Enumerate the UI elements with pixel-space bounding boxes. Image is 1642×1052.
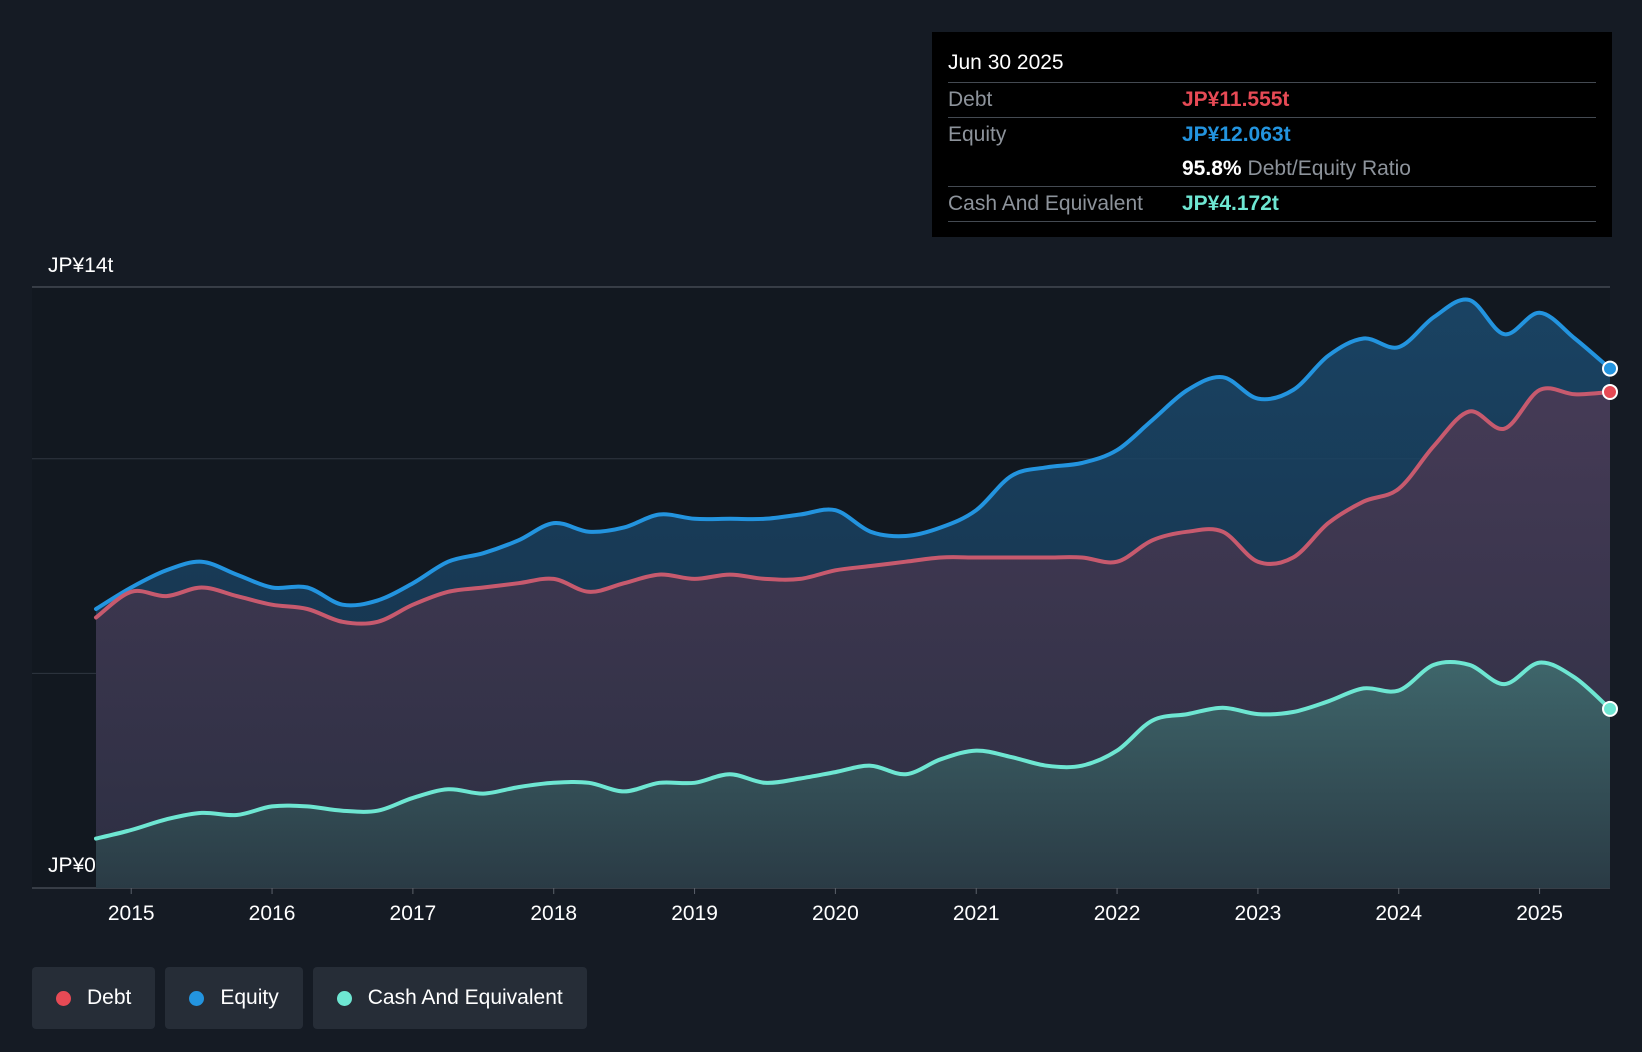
x-tick-label: 2021 — [953, 902, 1000, 925]
legend-item-cash[interactable]: Cash And Equivalent — [313, 967, 587, 1029]
x-tick-label: 2018 — [530, 902, 577, 925]
end-point-cash — [1603, 702, 1617, 716]
x-tick-label: 2017 — [390, 902, 437, 925]
x-tick-label: 2020 — [812, 902, 859, 925]
legend-label-debt: Debt — [87, 986, 131, 1010]
tooltip-ratio-row: 95.8% Debt/Equity Ratio — [948, 152, 1596, 186]
x-tick-label: 2023 — [1235, 902, 1282, 925]
tooltip-date: Jun 30 2025 — [948, 50, 1596, 82]
y-label-zero: JP¥0 — [48, 854, 96, 877]
legend-label-cash: Cash And Equivalent — [368, 986, 563, 1010]
x-tick-label: 2022 — [1094, 902, 1141, 925]
tooltip-equity-value: JP¥12.063t — [1182, 123, 1291, 147]
tooltip-equity-row: Equity JP¥12.063t — [948, 117, 1596, 152]
tooltip-ratio-label: Debt/Equity Ratio — [1248, 157, 1411, 181]
legend-item-equity[interactable]: Equity — [165, 967, 302, 1029]
tooltip-equity-label: Equity — [948, 123, 1182, 147]
tooltip-debt-row: Debt JP¥11.555t — [948, 82, 1596, 117]
legend-dot-cash — [337, 991, 352, 1006]
tooltip-cash-value: JP¥4.172t — [1182, 192, 1279, 216]
legend-dot-equity — [189, 991, 204, 1006]
y-label-max: JP¥14t — [48, 254, 114, 277]
x-tick-label: 2016 — [249, 902, 296, 925]
tooltip-debt-label: Debt — [948, 88, 1182, 112]
x-tick-label: 2015 — [108, 902, 155, 925]
tooltip-cash-row: Cash And Equivalent JP¥4.172t — [948, 186, 1596, 222]
x-tick-label: 2024 — [1375, 902, 1422, 925]
legend: Debt Equity Cash And Equivalent — [32, 967, 587, 1029]
tooltip-debt-value: JP¥11.555t — [1182, 88, 1289, 112]
end-point-debt — [1603, 385, 1617, 399]
legend-item-debt[interactable]: Debt — [32, 967, 155, 1029]
x-tick-label: 2025 — [1516, 902, 1563, 925]
x-tick-label: 2019 — [671, 902, 718, 925]
end-point-equity — [1603, 362, 1617, 376]
tooltip-cash-label: Cash And Equivalent — [948, 192, 1182, 216]
tooltip: Jun 30 2025 Debt JP¥11.555t Equity JP¥12… — [932, 32, 1612, 237]
legend-label-equity: Equity — [220, 986, 278, 1010]
legend-dot-debt — [56, 991, 71, 1006]
tooltip-ratio-value: 95.8% — [1182, 157, 1242, 181]
